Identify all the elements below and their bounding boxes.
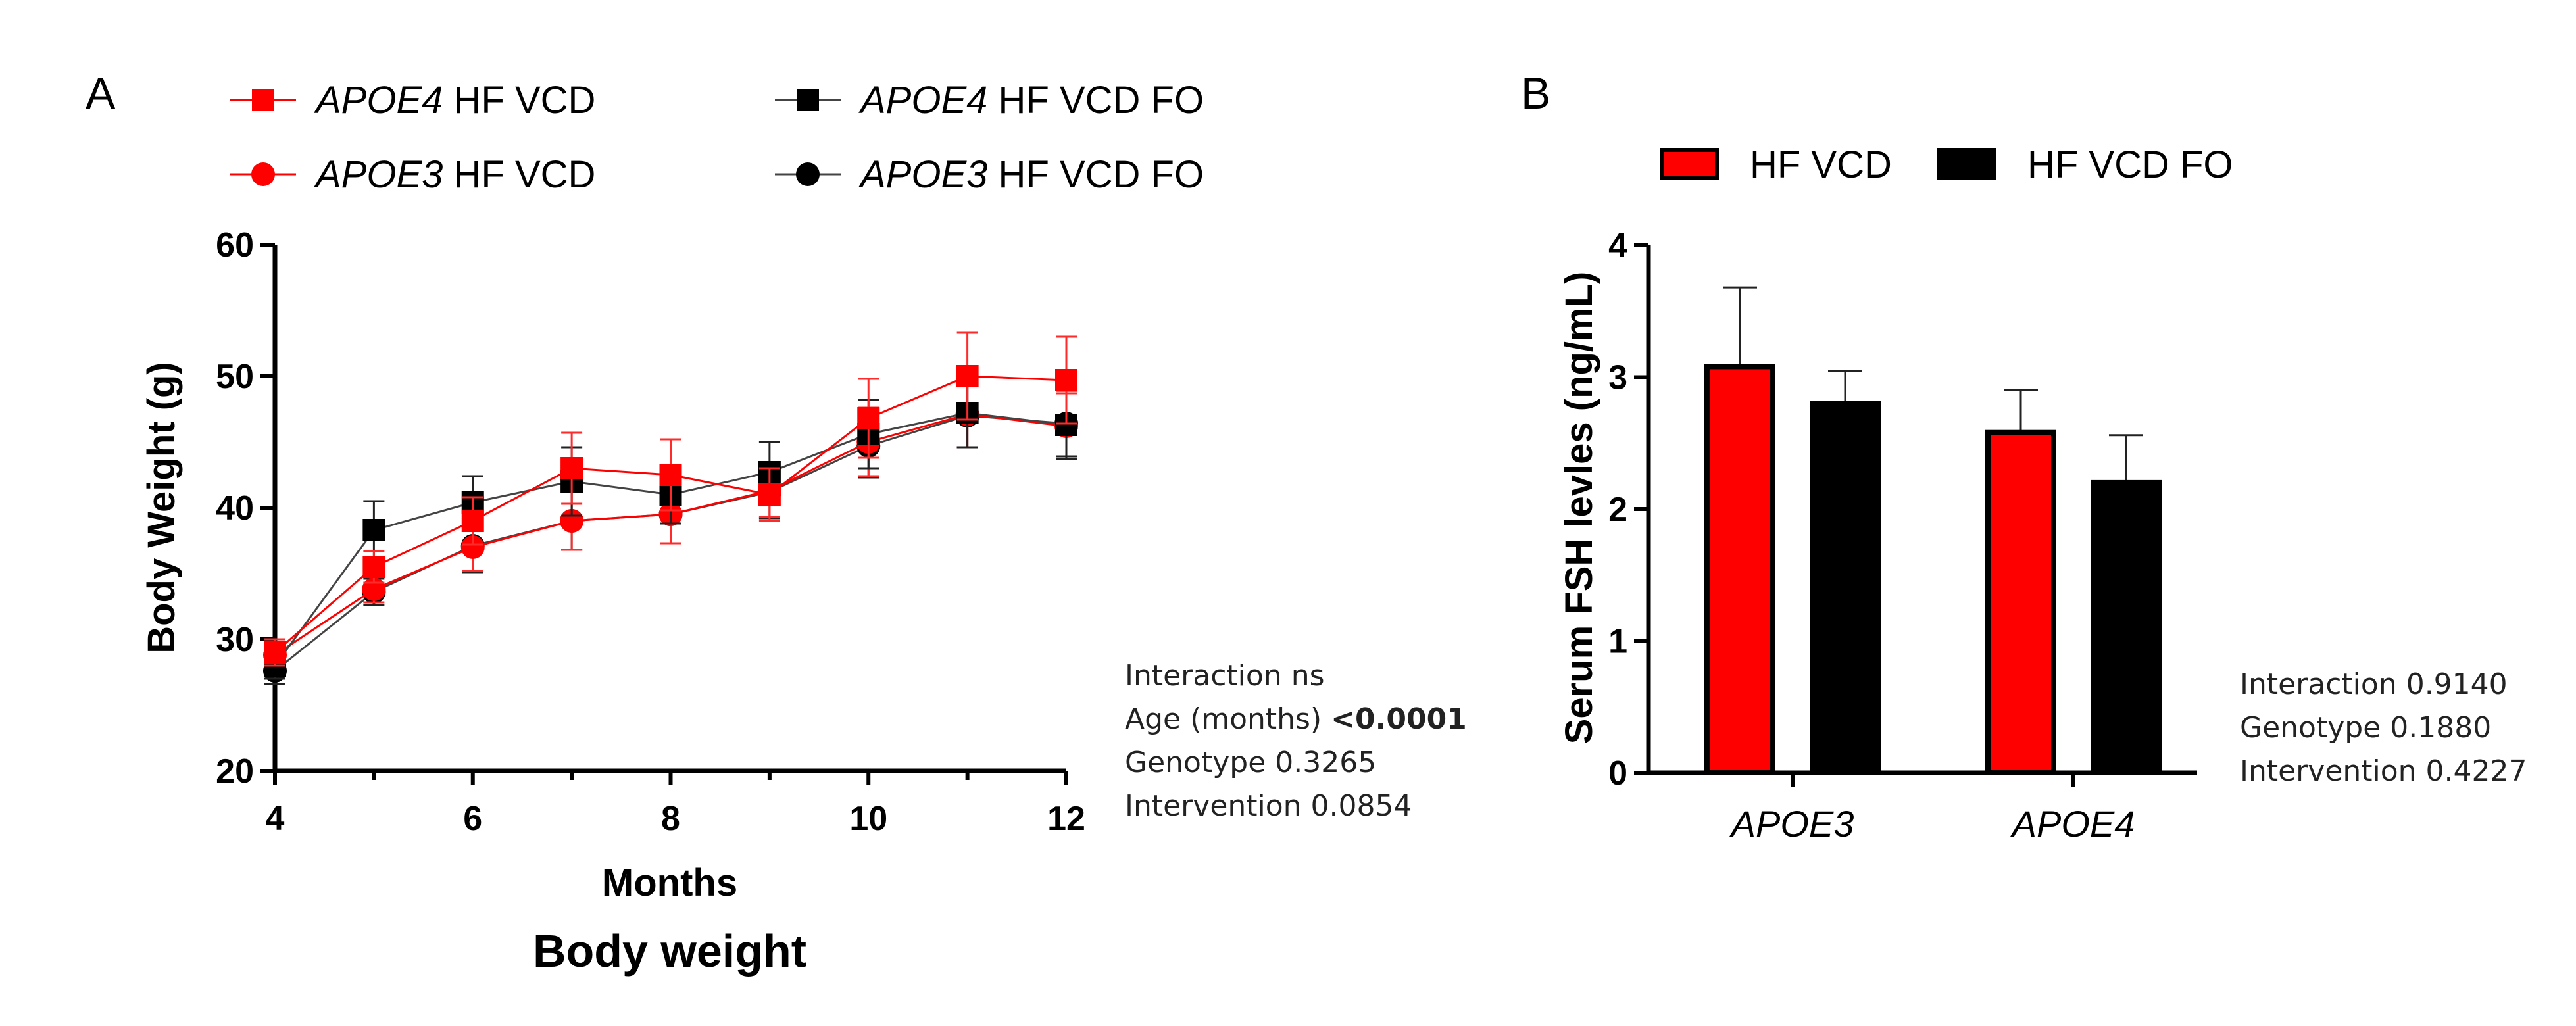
y-tick-label: 0 [1608, 754, 1627, 793]
panel-a-y-label: Body Weight (g) [140, 362, 183, 654]
panel-b-stat-genotype: Genotype 0.1880 [2240, 711, 2492, 745]
data-point [560, 457, 583, 479]
bar-group [1810, 369, 1881, 775]
y-tick-label: 20 [216, 752, 254, 791]
bar [1810, 401, 1881, 775]
panel-a-stats: Interaction ns Age (months) <0.0001 Geno… [1125, 654, 1467, 828]
x-tick-label: 10 [849, 800, 887, 838]
data-point [264, 641, 286, 664]
legend-label: HF VCD FO [2027, 143, 2233, 186]
legend-label: APOE3 HF VCD FO [858, 153, 1204, 196]
legend-label-group: HF VCD FO [987, 153, 1204, 196]
y-tick-label: 50 [216, 358, 254, 396]
legend-label: APOE3 HF VCD [314, 153, 595, 196]
y-tick-label: 40 [216, 489, 254, 527]
panel-a-stat-intervention: Intervention 0.0854 [1125, 789, 1412, 823]
y-tick-label: 2 [1608, 491, 1627, 529]
panel-a-stat-genotype: Genotype 0.3265 [1125, 746, 1377, 779]
bar [1704, 364, 1775, 775]
data-point [956, 365, 979, 387]
legend-label-genotype: APOE4 [858, 79, 987, 122]
panel-a-stat-interaction: Interaction ns [1125, 659, 1325, 693]
legend-label-group: HF VCD [443, 79, 595, 122]
legend-label-genotype: APOE3 [314, 153, 443, 196]
legend-label: HF VCD [1750, 143, 1892, 186]
legend-label-group: HF VCD [443, 153, 595, 196]
bar-group [1985, 389, 2056, 775]
y-tick-label: 3 [1608, 359, 1627, 397]
legend-item: APOE4 HF VCD [230, 79, 595, 122]
series-2 [263, 380, 1078, 670]
x-category-label: APOE4 [2010, 803, 2135, 844]
bar [2091, 479, 2162, 776]
panel-b-plot: 0 1 2 3 4 APOE3 APOE4 [1608, 227, 2197, 844]
panel-b-letter: B [1521, 68, 1550, 118]
legend-item: APOE4 HF VCD FO [775, 79, 1204, 122]
bar [1985, 429, 2056, 775]
x-tick-label: 6 [463, 800, 482, 838]
data-point [362, 556, 385, 578]
legend-item: APOE3 HF VCD [230, 153, 595, 196]
panel-b-stat-intervention: Intervention 0.4227 [2240, 754, 2527, 788]
y-tick-label: 4 [1608, 227, 1627, 265]
panel-a-plot: 20 30 40 50 60 4 6 8 10 12 [216, 226, 1085, 838]
data-point [1055, 369, 1077, 391]
data-point [857, 407, 880, 429]
legend-label: APOE4 HF VCD FO [858, 79, 1204, 122]
y-tick-label: 1 [1608, 623, 1627, 661]
bar-group [1704, 286, 1775, 775]
legend-swatch [1660, 148, 1719, 180]
panel-a-stat-age-label: Age (months) [1125, 702, 1331, 736]
panel-b-stat-interaction: Interaction 0.9140 [2240, 668, 2508, 701]
panel-a-stat-age: Age (months) <0.0001 [1125, 698, 1467, 741]
x-tick-label: 4 [266, 800, 285, 838]
legend-item: APOE3 HF VCD FO [775, 153, 1204, 196]
panel-a-x-label: Months [602, 862, 737, 904]
y-tick-label: 60 [216, 226, 254, 264]
legend-marker [796, 162, 820, 186]
data-point [460, 535, 485, 559]
series-0 [264, 331, 1077, 667]
legend-marker [252, 89, 274, 111]
legend-label: APOE4 HF VCD [314, 79, 595, 122]
legend-label-group: HF VCD FO [987, 79, 1204, 122]
panel-a-letter: A [86, 68, 116, 118]
legend-item: HF VCD FO [1937, 143, 2233, 186]
bar-group [2091, 434, 2162, 776]
panel-b-y-label: Serum FSH levles (ng/mL) [1558, 272, 1600, 745]
y-tick-label: 30 [216, 621, 254, 659]
panel-a-stat-age-value: <0.0001 [1331, 702, 1467, 736]
legend-swatch [1937, 148, 1996, 180]
data-point [758, 483, 781, 506]
x-tick-label: 12 [1047, 800, 1085, 838]
data-point [461, 510, 484, 532]
legend-item: HF VCD [1660, 143, 1892, 186]
data-point [362, 519, 385, 541]
panel-b-legend: HF VCD HF VCD FO [1660, 143, 2233, 186]
x-category-label: APOE3 [1729, 803, 1854, 844]
panel-a-title: Body weight [533, 925, 806, 977]
data-point [659, 464, 682, 486]
x-tick-label: 8 [661, 800, 680, 838]
legend-marker [251, 162, 275, 186]
legend-marker [797, 89, 819, 111]
legend-label-genotype: APOE3 [858, 153, 987, 196]
panel-b-stats: Interaction 0.9140 Genotype 0.1880 Inter… [2240, 663, 2527, 793]
legend-label-genotype: APOE4 [314, 79, 443, 122]
